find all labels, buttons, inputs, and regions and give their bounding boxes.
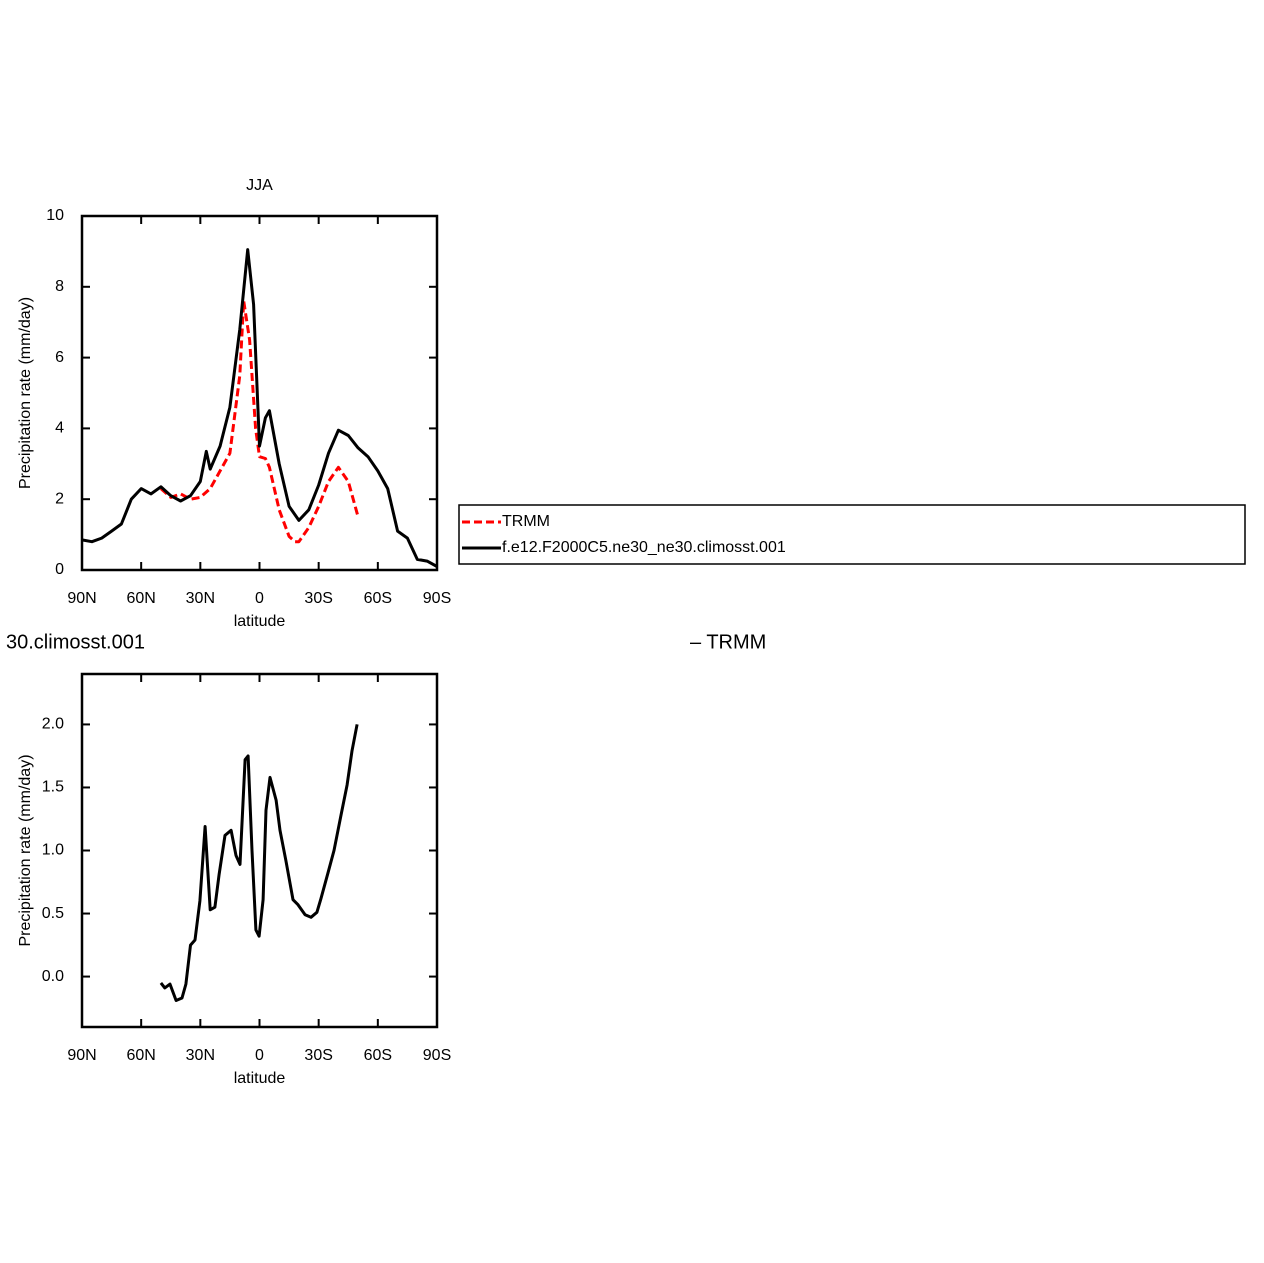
- subtitle-left: 30.climosst.001: [6, 631, 145, 653]
- y-tick-label: 1.0: [42, 842, 64, 859]
- x-tick-label: 90S: [423, 590, 451, 607]
- legend-box: [458, 504, 1246, 565]
- x-tick-label: 90S: [423, 1047, 451, 1064]
- x-tick-label: 90N: [67, 590, 96, 607]
- x-tick-label: 60S: [364, 590, 392, 607]
- plot-frame: [80, 214, 439, 572]
- y-tick-label: 0.0: [42, 968, 64, 985]
- x-tick-label: 0: [255, 1047, 264, 1064]
- x-tick-label: 0: [255, 590, 264, 607]
- data-line: [159, 299, 360, 544]
- x-tick-label: 30S: [304, 590, 332, 607]
- y-tick-label: 10: [46, 207, 64, 224]
- legend-label: TRMM: [502, 513, 550, 530]
- chart-title: JJA: [246, 177, 273, 194]
- x-tick-label: 90N: [67, 1047, 96, 1064]
- y-tick-label: 6: [55, 349, 64, 366]
- plot-frame: [80, 672, 439, 1029]
- y-axis-label: Precipitation rate (mm/day): [17, 297, 34, 489]
- x-axis-label: latitude: [234, 613, 286, 630]
- x-tick-label: 60N: [126, 1047, 155, 1064]
- y-tick-label: 0: [55, 561, 64, 578]
- y-tick-label: 1.5: [42, 779, 64, 796]
- x-tick-label: 30S: [304, 1047, 332, 1064]
- x-tick-label: 60S: [364, 1047, 392, 1064]
- y-tick-label: 8: [55, 278, 64, 295]
- y-tick-label: 4: [55, 420, 64, 437]
- x-tick-label: 30N: [186, 1047, 215, 1064]
- y-tick-label: 2: [55, 490, 64, 507]
- y-tick-label: 0.5: [42, 905, 64, 922]
- x-axis-label: latitude: [234, 1070, 286, 1087]
- x-tick-label: 30N: [186, 590, 215, 607]
- legend-label: f.e12.F2000C5.ne30_ne30.climosst.001: [502, 539, 786, 556]
- data-line: [159, 724, 359, 1002]
- subtitle-right: – TRMM: [690, 631, 766, 653]
- x-tick-label: 60N: [126, 590, 155, 607]
- y-tick-label: 2.0: [42, 716, 64, 733]
- data-line: [81, 248, 438, 568]
- y-axis-label: Precipitation rate (mm/day): [17, 754, 34, 946]
